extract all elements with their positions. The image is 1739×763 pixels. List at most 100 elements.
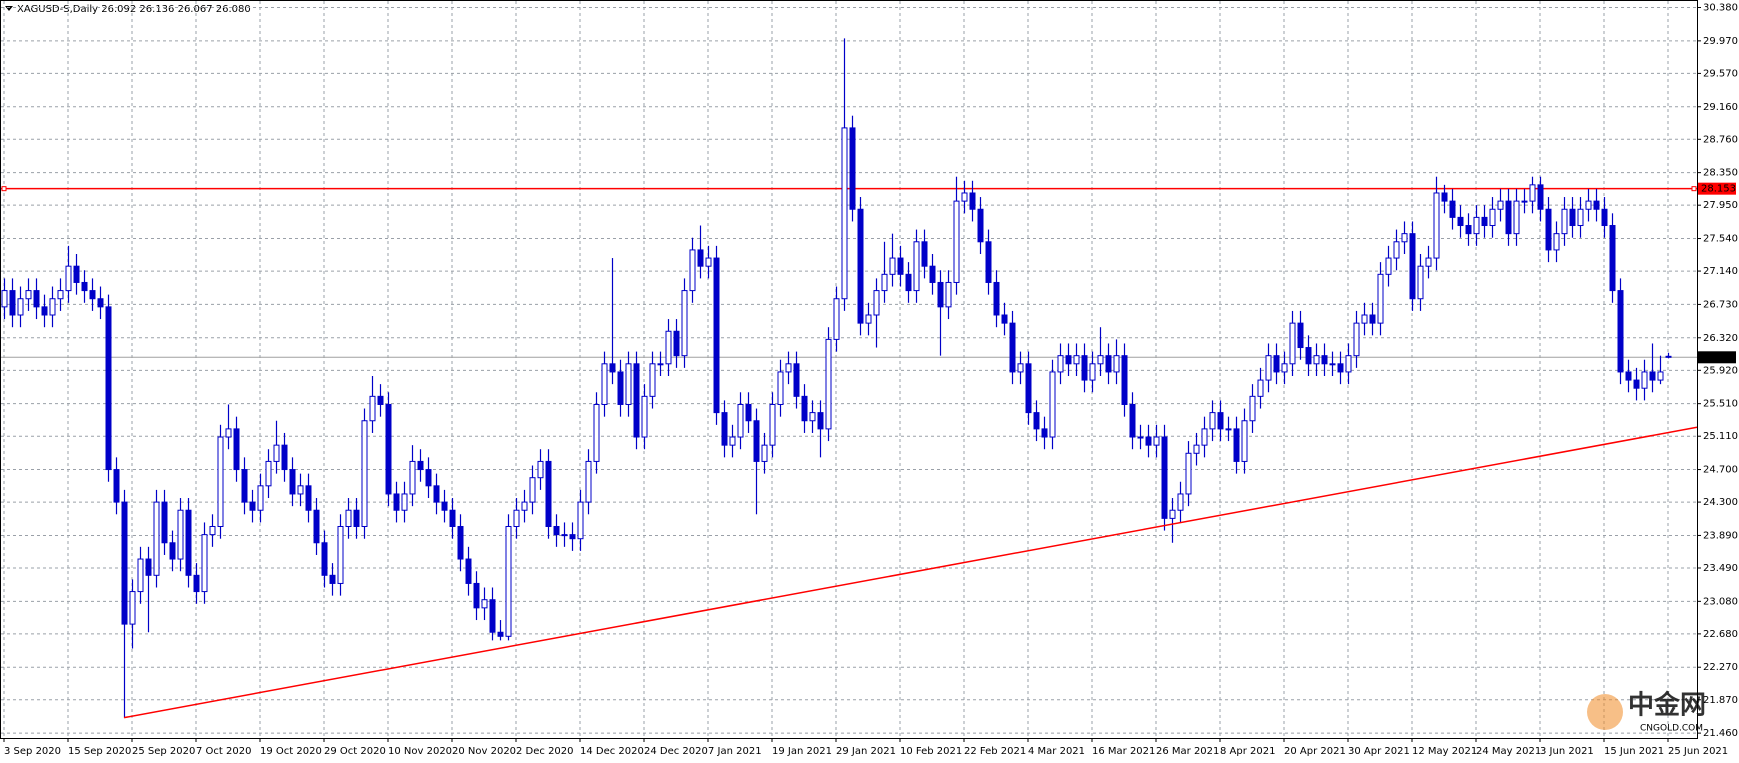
- candle-body: [977, 208, 984, 243]
- candle-body: [993, 281, 1000, 316]
- candle-body: [1537, 184, 1544, 210]
- candle-body: [593, 403, 600, 462]
- candle-body: [41, 306, 48, 316]
- y-tick-label: 25.510: [1703, 399, 1738, 410]
- candle-body: [193, 574, 200, 593]
- candle-body: [89, 290, 96, 300]
- candle-body: [401, 493, 408, 511]
- watermark-sub: CNGOLD.COM: [1640, 724, 1703, 734]
- level-handle: [1691, 186, 1697, 192]
- x-tick-label: 14 Dec 2020: [580, 746, 644, 757]
- candle-body: [1345, 355, 1352, 373]
- candle-body: [665, 330, 672, 365]
- candle-body: [457, 525, 464, 560]
- candle-body: [569, 534, 576, 540]
- y-tick-label: 21.460: [1703, 728, 1738, 739]
- x-tick-label: 26 Mar 2021: [1156, 746, 1219, 757]
- candle-body: [537, 460, 544, 479]
- candle-body: [1105, 355, 1112, 373]
- candle-body: [1129, 403, 1136, 438]
- candle-body: [913, 241, 920, 292]
- candle-body: [1545, 208, 1552, 251]
- candle-body: [329, 574, 336, 584]
- candle-body: [953, 200, 960, 283]
- candle-body: [1321, 355, 1328, 365]
- candle-body: [1297, 322, 1304, 349]
- y-tick-label: 25.110: [1703, 431, 1738, 442]
- candle-body: [1625, 371, 1632, 381]
- candle-body: [1409, 233, 1416, 300]
- candle-body: [705, 257, 712, 267]
- candle-body: [33, 290, 40, 308]
- candle-body: [785, 363, 792, 373]
- candle-body: [1593, 200, 1600, 210]
- candle-body: [545, 460, 552, 527]
- candle-body: [969, 192, 976, 210]
- watermark-logo: [1587, 694, 1623, 730]
- candle-body: [313, 509, 320, 544]
- candle-body: [601, 363, 608, 405]
- candle-body: [1497, 200, 1504, 210]
- candle-body: [553, 525, 560, 536]
- candle-body: [57, 290, 64, 300]
- candle-body: [249, 501, 256, 511]
- candle-body: [985, 241, 992, 283]
- candle-body: [1089, 363, 1096, 381]
- candle-body: [1649, 371, 1656, 381]
- candle-body: [217, 436, 224, 527]
- candle-body: [841, 127, 848, 300]
- candle-body: [1009, 322, 1016, 373]
- candle-body: [145, 558, 152, 576]
- y-tick-label: 24.300: [1703, 497, 1738, 508]
- candle-body: [1313, 355, 1320, 365]
- y-tick-label: 23.490: [1703, 563, 1738, 574]
- candle-body: [873, 290, 880, 316]
- candle-body: [1417, 265, 1424, 300]
- candle-body: [1249, 395, 1256, 422]
- candle-body: [625, 363, 632, 405]
- y-tick-label: 29.970: [1703, 36, 1738, 47]
- candle-body: [1289, 322, 1296, 365]
- candle-body: [1457, 216, 1464, 227]
- candle-body: [633, 363, 640, 438]
- candle-body: [137, 558, 144, 593]
- candle-body: [265, 460, 272, 487]
- candle-body: [1305, 347, 1312, 365]
- candle-body: [521, 501, 528, 511]
- candle-body: [201, 534, 208, 593]
- candle-body: [409, 460, 416, 495]
- candle-body: [857, 208, 864, 324]
- candle-body: [1161, 436, 1168, 519]
- candle-body: [1217, 412, 1224, 430]
- y-tick-label: 26.730: [1703, 299, 1738, 310]
- last-price-box: [1698, 351, 1736, 364]
- candle-body: [1201, 428, 1208, 446]
- candle-body: [1369, 314, 1376, 324]
- candle-body: [929, 265, 936, 283]
- x-tick-label: 22 Feb 2021: [964, 746, 1026, 757]
- candle-body: [1057, 355, 1064, 373]
- x-tick-label: 10 Feb 2021: [900, 746, 962, 757]
- candle-body: [209, 525, 216, 536]
- candle-body: [1665, 355, 1672, 358]
- candle-body: [1169, 509, 1176, 519]
- candle-body: [345, 509, 352, 527]
- x-tick-label: 10 Nov 2020: [388, 746, 452, 757]
- candle-body: [729, 436, 736, 446]
- candle-body: [825, 338, 832, 430]
- candle-body: [73, 265, 80, 283]
- candle-body: [689, 249, 696, 292]
- y-tick-label: 24.700: [1703, 465, 1738, 476]
- watermark-text: 中金网: [1628, 690, 1706, 721]
- candles: [1, 38, 1672, 718]
- candle-body: [1033, 412, 1040, 430]
- trendline: [123, 426, 1698, 719]
- candle-body: [1017, 363, 1024, 373]
- candle-body: [1657, 371, 1664, 381]
- candle-body: [649, 363, 656, 397]
- candle-body: [473, 582, 480, 609]
- candle-body: [281, 444, 288, 471]
- y-tick-label: 25.920: [1703, 365, 1738, 376]
